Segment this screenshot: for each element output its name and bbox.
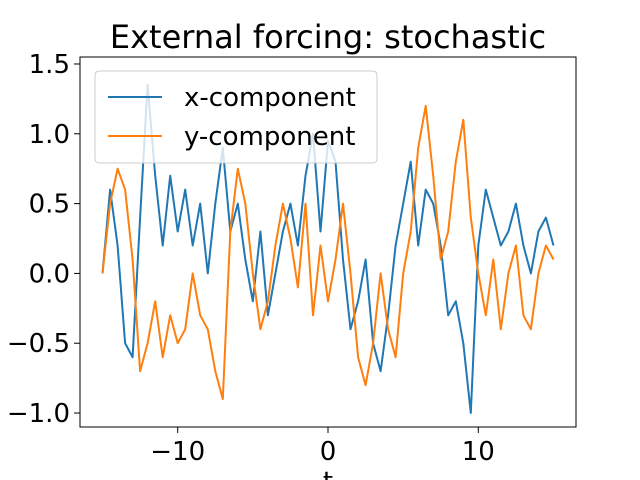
axis-layer: −10 0 10 −1.0 −0.5 0.0 0.5 1.0 1.5 bbox=[7, 50, 495, 467]
legend-label-y-component: y-component bbox=[184, 122, 355, 152]
chart-title: External forcing: stochastic bbox=[110, 18, 546, 56]
x-tick-label: −10 bbox=[150, 437, 205, 467]
y-tick-label: −1.0 bbox=[7, 399, 70, 429]
y-tick-label: 1.0 bbox=[29, 120, 70, 150]
y-tick-label: −0.5 bbox=[7, 329, 70, 359]
x-tick-label: 0 bbox=[320, 437, 337, 467]
x-tick-label: 10 bbox=[462, 437, 495, 467]
x-axis-label: t bbox=[323, 467, 333, 480]
legend-label-x-component: x-component bbox=[184, 83, 356, 113]
y-tick-label: 0.5 bbox=[29, 190, 70, 220]
y-tick-label: 0.0 bbox=[29, 259, 70, 289]
y-tick-label: 1.5 bbox=[29, 50, 70, 80]
series-line-y-component bbox=[101, 104, 555, 401]
legend-frame bbox=[94, 70, 378, 164]
legend: x-component y-component bbox=[94, 70, 378, 164]
